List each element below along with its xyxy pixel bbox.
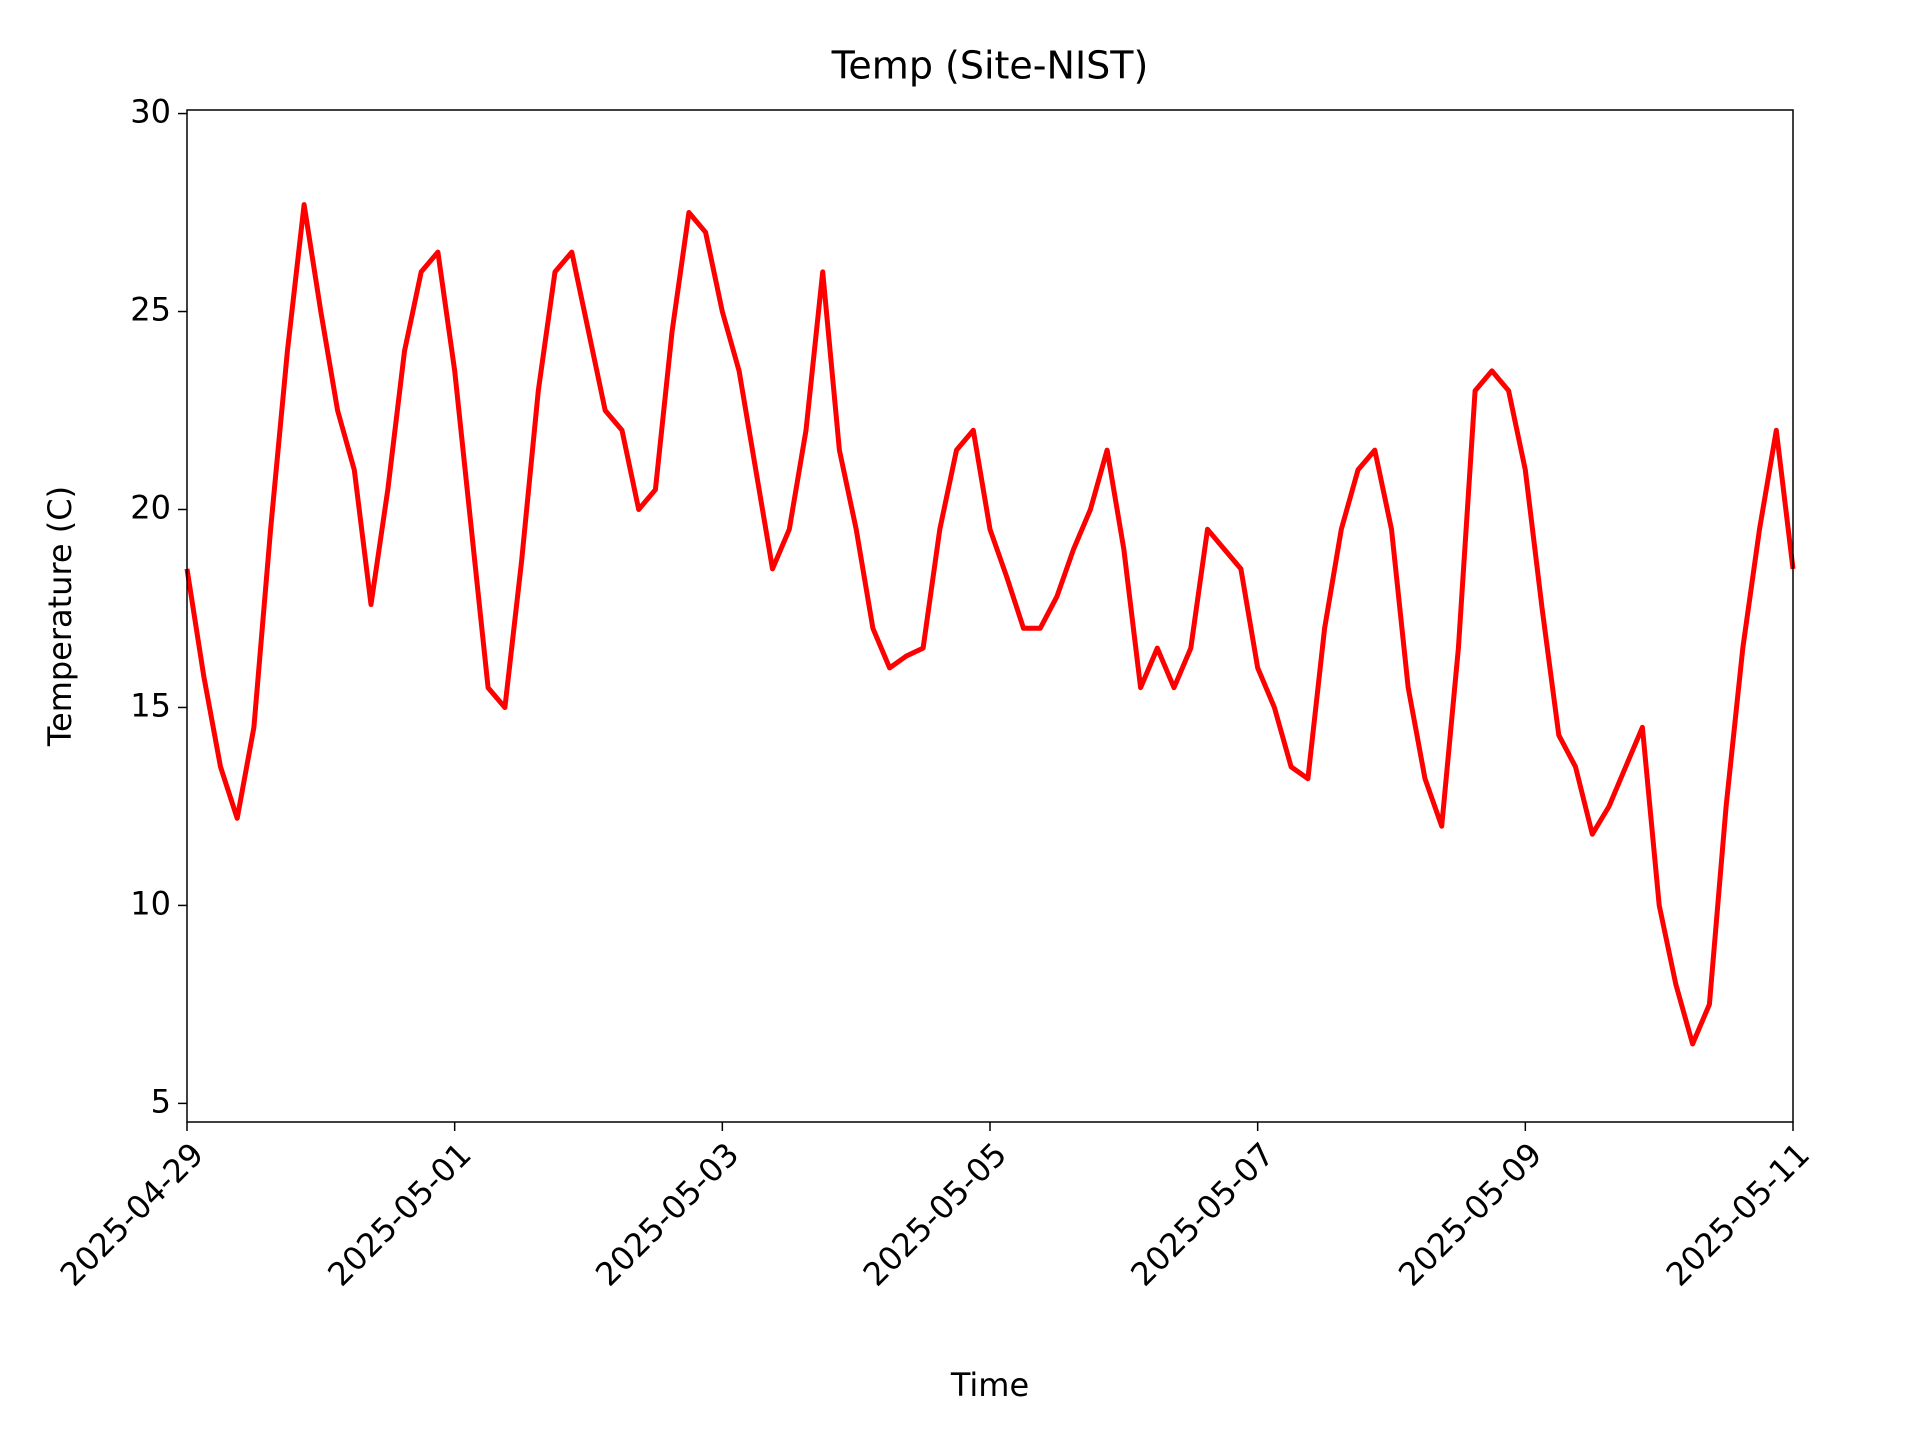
- y-axis-label: Temperature (C): [41, 486, 79, 747]
- x-tick-label: 2025-05-11: [1659, 1135, 1817, 1293]
- chart-title: Temp (Site-NIST): [831, 44, 1149, 88]
- x-tick-label: 2025-04-29: [53, 1135, 211, 1293]
- y-tick-label: 30: [130, 93, 171, 131]
- x-tick-label: 2025-05-01: [320, 1135, 478, 1293]
- data-line: [184, 202, 1796, 1047]
- y-tick-label: 25: [130, 291, 171, 329]
- y-tick-label: 5: [151, 1082, 171, 1120]
- y-tick-label: 10: [130, 884, 171, 922]
- x-axis-label: Time: [950, 1366, 1029, 1404]
- x-tick-label: 2025-05-07: [1123, 1135, 1281, 1293]
- x-tick-label: 2025-05-09: [1391, 1135, 1549, 1293]
- x-tick-label: 2025-05-05: [856, 1135, 1014, 1293]
- x-tick-label: 2025-05-03: [588, 1135, 746, 1293]
- plot-frame: [186, 109, 1794, 1123]
- y-tick-label: 15: [130, 686, 171, 724]
- y-tick-label: 20: [130, 488, 171, 526]
